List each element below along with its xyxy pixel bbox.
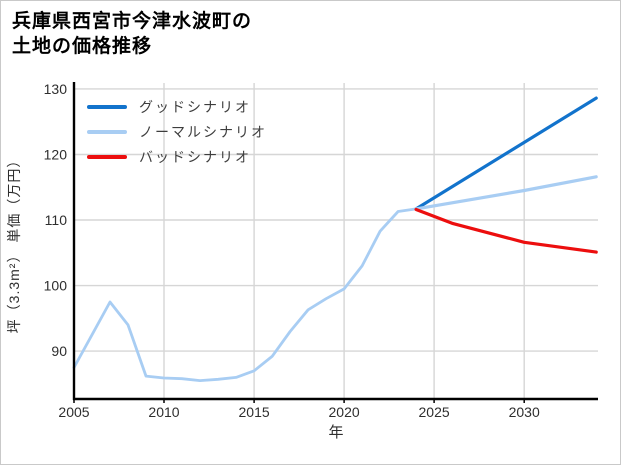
legend-item-good-scenario: グッドシナリオ — [87, 94, 267, 119]
legend-label-bad: バッドシナリオ — [139, 148, 251, 165]
legend-item-normal-scenario: ノーマルシナリオ — [87, 119, 267, 144]
svg-text:2025: 2025 — [419, 404, 450, 420]
legend-label-good: グッドシナリオ — [139, 98, 251, 115]
svg-text:2010: 2010 — [148, 404, 179, 420]
y-axis-label: 坪（3.3m²） 単価（万円） — [6, 152, 22, 334]
chart-title-line2: 土地の価格推移 — [12, 36, 153, 57]
svg-text:130: 130 — [44, 81, 68, 97]
legend-label-normal: ノーマルシナリオ — [139, 123, 267, 140]
svg-text:2015: 2015 — [239, 404, 270, 420]
svg-text:2020: 2020 — [329, 404, 360, 420]
svg-text:120: 120 — [44, 147, 68, 163]
chart-title: 兵庫県西宮市今津水波町の 土地の価格推移 — [12, 9, 252, 59]
svg-text:100: 100 — [44, 278, 68, 294]
svg-text:110: 110 — [45, 212, 68, 228]
legend-item-bad-scenario: バッドシナリオ — [87, 144, 267, 169]
chart-legend: グッドシナリオ ノーマルシナリオ バッドシナリオ — [87, 94, 267, 169]
svg-text:2030: 2030 — [509, 404, 540, 420]
x-axis-label: 年 — [328, 424, 344, 441]
legend-line-bad-icon — [87, 154, 127, 159]
chart-title-line1: 兵庫県西宮市今津水波町の — [12, 11, 253, 32]
svg-text:2005: 2005 — [58, 404, 89, 420]
svg-text:90: 90 — [51, 343, 67, 359]
legend-line-good-icon — [87, 104, 127, 109]
legend-line-normal-icon — [87, 129, 127, 134]
